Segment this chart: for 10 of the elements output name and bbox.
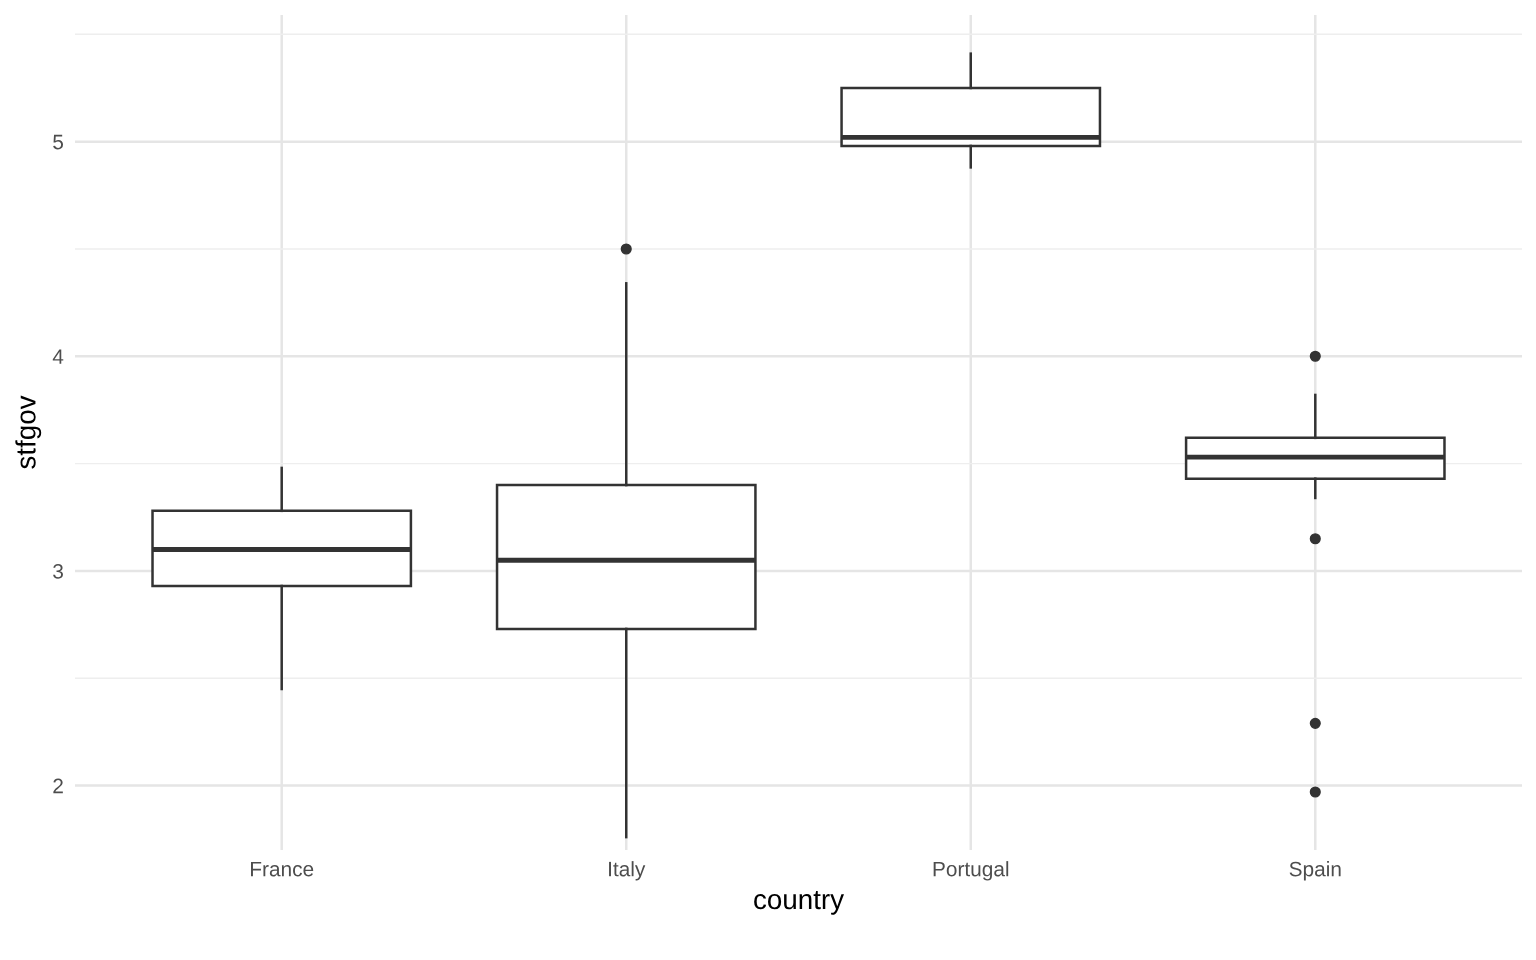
x-tick-label: Portugal [933, 861, 1009, 881]
y-tick-label: 2 [53, 778, 63, 794]
x-tick-label: Spain [1289, 861, 1341, 881]
y-tick-label: 5 [53, 134, 64, 150]
x-tick-label: Italy [609, 861, 646, 881]
x-axis-title: country [754, 891, 844, 915]
y-tick-label: 3 [53, 563, 63, 579]
x-tick-label: France [251, 861, 314, 877]
y-tick-label: 4 [52, 349, 64, 364]
y-axis-title: stfgov [15, 395, 42, 469]
